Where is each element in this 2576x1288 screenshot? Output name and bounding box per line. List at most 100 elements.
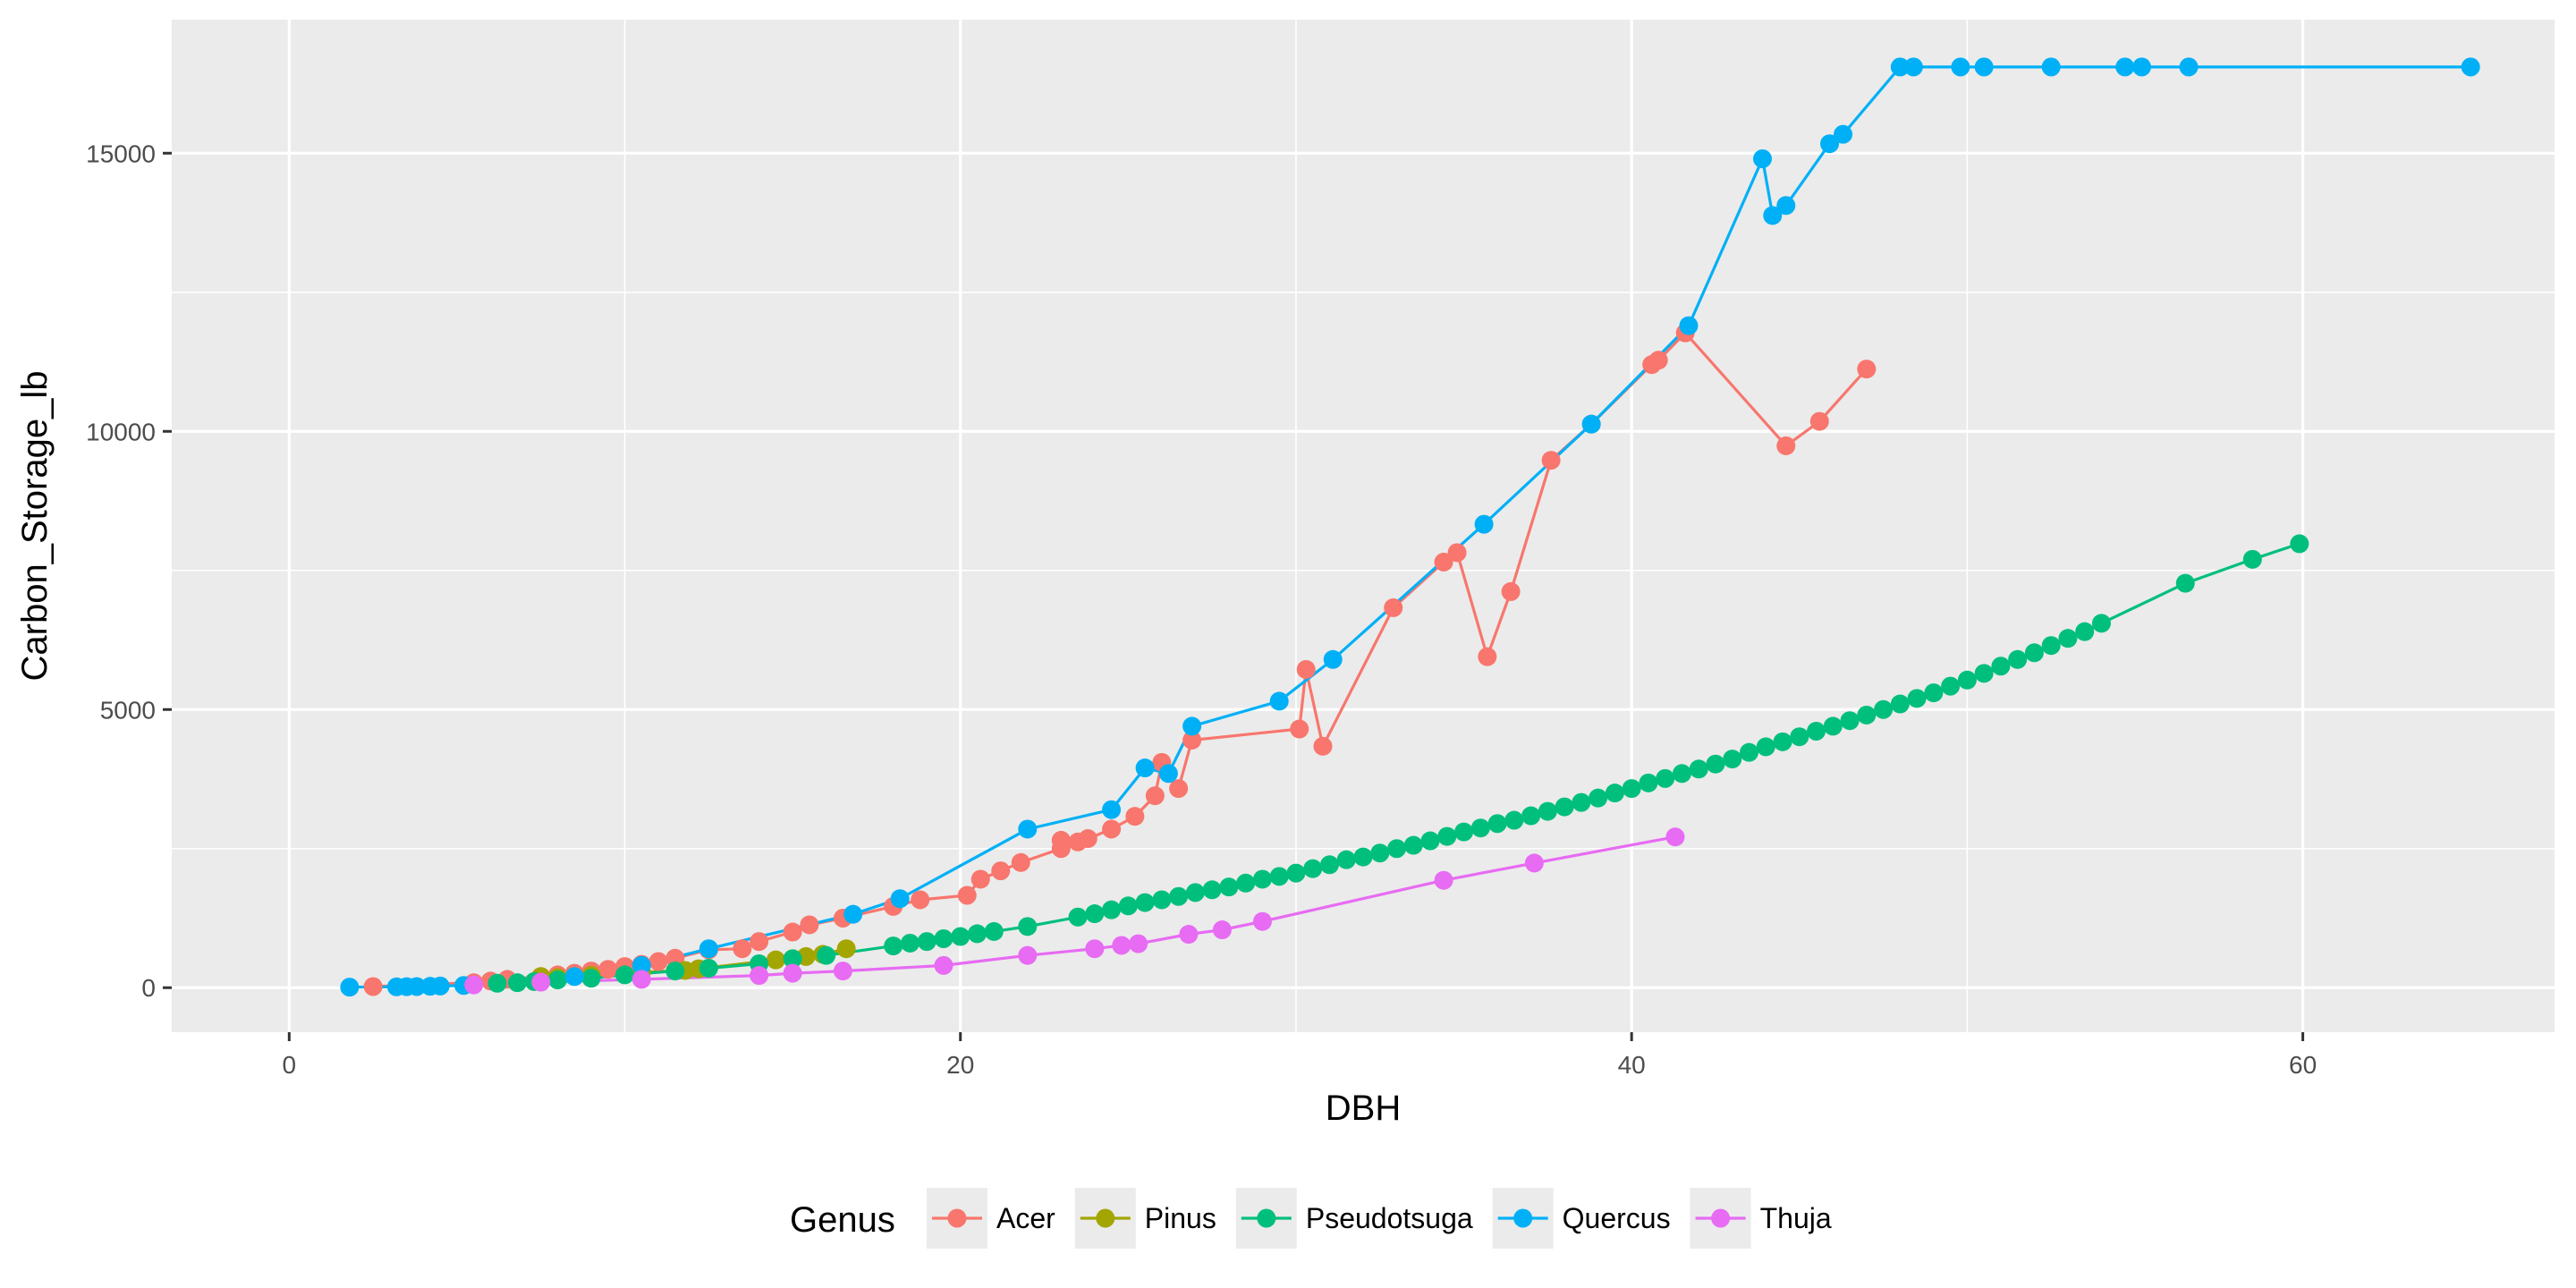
data-point-pseudotsuga [1487, 814, 1507, 834]
panel-background [172, 20, 2555, 1032]
legend-label-acer: Acer [996, 1202, 1055, 1234]
data-point-pseudotsuga [1370, 843, 1390, 863]
data-point-pseudotsuga [1723, 750, 1742, 769]
y-tick-label: 15000 [86, 140, 156, 167]
x-axis-title: DBH [1326, 1089, 1401, 1128]
data-point-thuja [1129, 934, 1148, 953]
data-point-pseudotsuga [1555, 797, 1574, 817]
data-point-thuja [934, 955, 953, 975]
data-point-pseudotsuga [581, 969, 601, 988]
data-point-thuja [783, 963, 802, 983]
data-point-quercus [843, 904, 863, 924]
data-point-pseudotsuga [2091, 614, 2111, 633]
data-point-acer [1541, 451, 1561, 470]
data-point-quercus [1776, 196, 1796, 216]
data-point-quercus [1158, 764, 1178, 784]
data-point-pseudotsuga [968, 924, 987, 944]
data-point-pseudotsuga [1353, 847, 1373, 867]
data-point-quercus [1763, 206, 1783, 225]
data-point-acer [1809, 411, 1829, 431]
data-point-pseudotsuga [1957, 670, 1977, 690]
data-point-pseudotsuga [1572, 792, 1591, 812]
data-point-pseudotsuga [1538, 801, 1557, 821]
data-point-quercus [2115, 57, 2135, 77]
data-point-acer [1857, 360, 1877, 379]
legend-point-acer [947, 1208, 967, 1228]
data-point-quercus [1269, 691, 1289, 711]
data-point-quercus [1890, 57, 1910, 77]
data-point-pseudotsuga [1202, 880, 1222, 900]
data-point-pseudotsuga [934, 929, 953, 949]
data-point-acer [800, 915, 819, 935]
data-point-pseudotsuga [1689, 759, 1708, 779]
legend-item-quercus: Quercus [1492, 1188, 1671, 1249]
legend-item-pseudotsuga: Pseudotsuga [1235, 1188, 1473, 1249]
data-point-pseudotsuga [817, 945, 836, 965]
data-point-quercus [631, 955, 651, 975]
data-point-quercus [1474, 514, 1494, 534]
legend-item-pinus: Pinus [1074, 1188, 1216, 1249]
x-tick-label: 60 [2289, 1051, 2317, 1079]
data-point-pseudotsuga [2290, 534, 2309, 554]
data-point-pseudotsuga [1639, 773, 1658, 792]
data-point-quercus [1753, 148, 1773, 168]
data-point-pseudotsuga [1807, 722, 1826, 741]
data-point-acer [1447, 543, 1467, 563]
data-point-pseudotsuga [699, 958, 718, 978]
grid-major [172, 20, 2555, 1032]
data-point-thuja [631, 970, 651, 989]
data-point-acer [1290, 719, 1309, 739]
data-point-pseudotsuga [984, 921, 1004, 941]
data-point-quercus [890, 889, 910, 909]
data-point-pseudotsuga [1319, 855, 1339, 875]
data-point-pseudotsuga [1941, 676, 1961, 696]
legend-title: Genus [790, 1200, 895, 1240]
data-point-pseudotsuga [1706, 754, 1725, 774]
data-point-pseudotsuga [2024, 643, 2044, 663]
data-point-acer [1102, 819, 1122, 839]
data-point-acer [1169, 779, 1189, 799]
data-point-pseudotsuga [1773, 732, 1792, 751]
data-point-pseudotsuga [1790, 727, 1809, 747]
data-point-pseudotsuga [1018, 917, 1038, 936]
data-point-pseudotsuga [1605, 784, 1624, 803]
data-point-acer [1501, 581, 1521, 601]
data-point-pseudotsuga [507, 973, 527, 993]
data-point-thuja [833, 962, 852, 981]
data-point-pseudotsuga [1403, 835, 1423, 855]
data-point-pseudotsuga [1135, 893, 1155, 912]
data-point-pseudotsuga [1169, 886, 1189, 906]
legend-point-pinus [1096, 1208, 1115, 1228]
x-tick-label: 40 [1618, 1051, 1646, 1079]
data-point-quercus [1679, 316, 1699, 335]
data-point-quercus [1182, 716, 1202, 736]
data-point-quercus [1834, 124, 1853, 144]
data-point-acer [1776, 436, 1796, 455]
data-point-thuja [1665, 827, 1685, 847]
data-point-pseudotsuga [665, 962, 685, 981]
data-point-pseudotsuga [1874, 699, 1894, 719]
data-point-pseudotsuga [1622, 779, 1641, 799]
data-point-quercus [1951, 57, 1970, 77]
data-point-pseudotsuga [884, 936, 903, 956]
data-point-pseudotsuga [2058, 629, 2078, 648]
data-point-pseudotsuga [1387, 839, 1407, 859]
data-point-pseudotsuga [2242, 549, 2262, 569]
data-point-acer [783, 922, 802, 942]
data-point-acer [991, 861, 1011, 881]
data-point-quercus [699, 939, 718, 959]
data-point-pseudotsuga [1739, 742, 1758, 762]
series-points [340, 57, 2480, 997]
data-point-thuja [531, 972, 551, 992]
legend-point-thuja [1711, 1208, 1731, 1228]
data-point-pseudotsuga [1504, 810, 1524, 830]
data-point-thuja [1179, 925, 1199, 945]
data-point-quercus [1018, 819, 1038, 839]
legend-item-acer: Acer [927, 1188, 1055, 1249]
data-point-pseudotsuga [2075, 622, 2095, 641]
data-point-pseudotsuga [1269, 867, 1289, 886]
data-point-pinus [836, 939, 856, 959]
data-point-pseudotsuga [1890, 694, 1910, 714]
data-point-pseudotsuga [1470, 818, 1490, 838]
